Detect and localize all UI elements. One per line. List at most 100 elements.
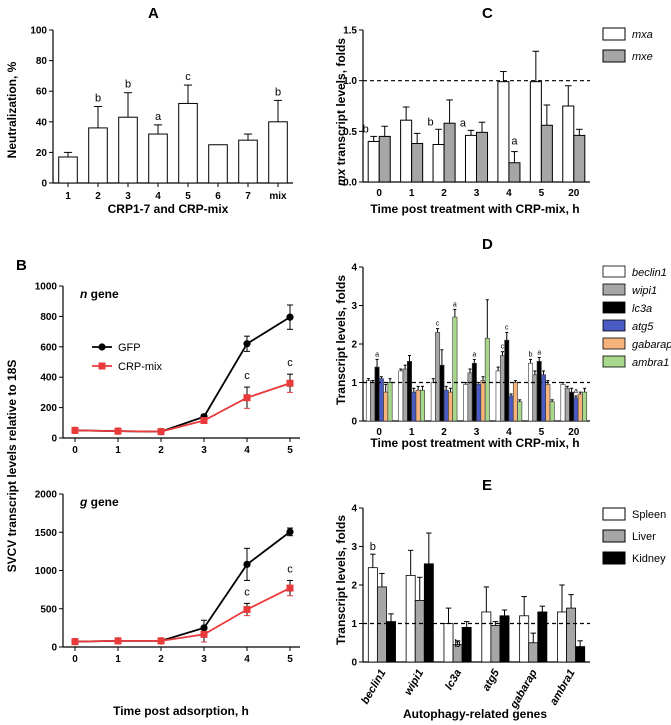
panel-b-n-gene-x-tick-label: 5 [287,445,293,456]
panel-e-y-tick-label: 4 [351,504,357,515]
panel-d-bar-ambra1 [419,389,425,422]
panel-a-x-tick-label: 7 [245,191,251,202]
panel-c-x-tick-label: 20 [568,188,580,199]
panel-d-bar-gabarap [415,389,421,422]
panel-e-bar-Kidney [461,626,472,663]
panel-d-bar-ambra1 [484,337,490,422]
panel-e-y-tick-label: 1 [351,619,357,630]
panel-d-significance-label: a [537,349,541,356]
panel-b-g-gene-point-GFP [243,560,251,568]
panel-a-y-axis-title: Neutralization, % [5,61,19,158]
panel-e-x-tick-label: wipi1 [402,668,426,698]
panel-a-y-tick-label: 0 [41,179,47,190]
panel-b-legend-marker-CRP-mix [98,362,106,370]
panel-e-bar-Liver [566,607,577,663]
panel-b-n-gene-y-tick-label: 0 [51,434,57,445]
panel-c-x-axis-title: Time post treatment with CRP-mix, h [370,202,579,216]
panel-b-n-gene-point-CRP-mix [71,426,79,434]
panel-c-bar-mxa [464,134,477,183]
panel-a-bar [268,121,288,184]
panel-d-bar-gabarap [480,380,486,422]
panel-d-significance-label: c [501,344,505,351]
panel-e-bar-Spleen [443,623,454,663]
panel-b-n-gene-y-tick-label: 1000 [35,282,58,293]
panel-b-g-gene-x-tick-label: 3 [201,654,207,665]
panel-b-n-gene-line-GFP [74,316,291,433]
panel-d-y-tick-label: 2 [351,340,357,351]
panel-c-y-axis-title: mx transcript levels, folds [334,38,348,186]
panel-d-bar-atg5 [476,384,482,422]
panel-a-bar [118,116,138,184]
panel-d-bar-atg5 [541,374,546,422]
panel-b-n-gene-x-tick-label: 2 [158,445,164,456]
panel-d-legend-swatch-wipi1 [602,283,626,296]
panel-e-legend-label-Kidney: Kidney [632,553,666,565]
panel-d: D Transcript levels, folds Time post tre… [334,236,671,450]
panel-e-legend-label-Liver: Liver [632,531,656,543]
panel-b-g-gene-y-tick-label: 0 [51,643,57,654]
panel-d-bar-beclin1 [365,380,371,422]
panel-e-bar-Spleen [481,611,492,663]
panel-c-legend-swatch-mxe [602,49,626,63]
panel-d-x-axis-title: Time post treatment with CRP-mix, h [370,436,579,450]
panel-d-significance-label: b [529,351,533,358]
panel-c-x-tick-label: 2 [441,188,447,199]
panel-c-letter: C [482,5,493,22]
panel-c-bar-mxa [367,140,380,183]
panel-d-bar-lc3a [407,361,412,422]
panel-d-legend-label-wipi1: wipi1 [632,285,657,297]
panel-e-legend-swatch-Liver [602,529,626,543]
panel-a-x-tick-label: 1 [65,191,71,202]
panel-b-n-gene-y-tick-label: 400 [40,373,57,384]
panel-b-n-gene-point-CRP-mix [286,379,294,387]
panel-d-bar-wipi1 [402,368,408,422]
panel-b-g-gene-line-CRP-mix [74,587,291,643]
panel-a-y-tick-label: 20 [36,148,48,159]
panel-b-g-gene-y-tick-label: 1000 [35,566,58,577]
panel-e-bar-Liver [528,642,539,663]
panel-c-bar-mxe [476,131,489,183]
panel-e-bar-Spleen [367,567,378,663]
panel-e-bar-Kidney [499,615,510,663]
panel-c-legend-label-mxe: mxe [632,51,653,63]
panel-b-n-gene-label-italic: n [80,287,87,301]
panel-b-n-gene-point-CRP-mix [243,394,251,402]
panel-b-y-axis-title: SVCV transcript levels relative to 18S [5,360,19,573]
panel-a: A Neutralization, % CRP1-7 and CRP-mix 0… [5,5,293,216]
panel-e-x-tick-label: atg5 [480,667,502,693]
panel-c-y-tick-label: 0.5 [343,127,357,138]
panel-e-x-tick-label: lc3a [443,668,464,693]
panel-c: C mx transcript levels, folds Time post … [334,5,653,216]
panel-a-significance-label: c [185,71,191,83]
panel-c-y-tick-label: 1.5 [343,26,357,37]
panel-c-x-tick-label: 0 [376,188,382,199]
panel-a-x-tick-label: 3 [125,191,131,202]
panel-d-significance-label: a [574,388,578,395]
panel-d-legend-label-ambra1: ambra1 [632,357,669,369]
panel-d-x-tick-label: 2 [441,427,447,438]
panel-d-bar-ambra1 [387,382,393,422]
panel-b-n-gene-y-tick-label: 200 [40,403,57,414]
panel-e-legend-swatch-Spleen [602,507,626,521]
panel-b-g-gene-x-tick-label: 5 [287,654,293,665]
panel-b-g-gene-y-tick-label: 2000 [35,490,58,501]
panel-b-g-gene-x-tick-label: 0 [72,654,78,665]
panel-d-x-tick-label: 0 [376,427,382,438]
panel-d-legend-swatch-gabarap [602,337,626,350]
panel-b-g-gene-y-tick-label: 500 [40,604,57,615]
panel-a-x-tick-label: 2 [95,191,101,202]
panel-b-g-gene-point-CRP-mix [157,637,165,645]
panel-d-letter: D [482,236,493,253]
panel-b-n-gene-point-CRP-mix [200,417,208,425]
panel-a-significance-label: b [275,86,281,98]
panel-a-x-tick-label: 4 [155,191,161,202]
panel-e: E Transcript levels, folds Autophagy-rel… [334,477,666,721]
panel-b-g-gene-label: g gene [79,495,119,509]
panel-a-bar [238,139,258,184]
panel-b-legend-marker-GFP [98,343,106,351]
panel-c-bar-mxa [400,119,413,183]
panel-d-bar-wipi1 [499,355,505,422]
panel-b-g-gene-label-italic: g [79,495,88,509]
panel-e-letter: E [482,477,492,494]
